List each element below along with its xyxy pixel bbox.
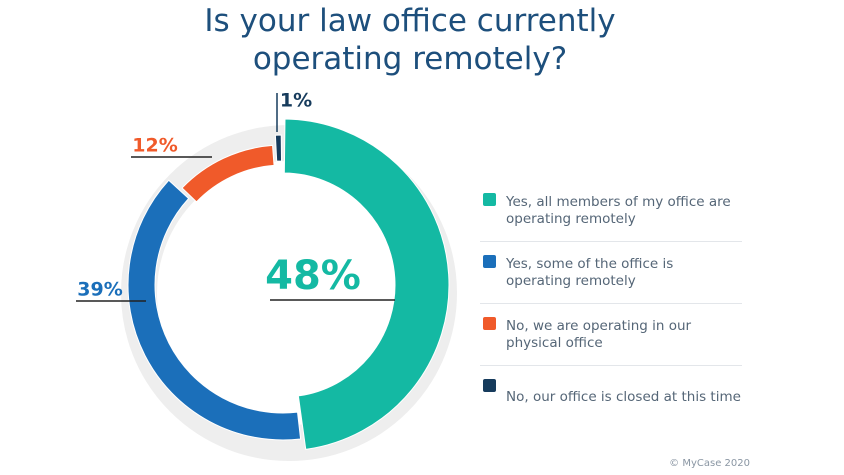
value-label: 1% — [280, 90, 312, 112]
value-label: 48% — [265, 253, 361, 299]
donut-segment — [274, 134, 283, 162]
donut-segment — [127, 179, 302, 441]
legend-label: Yes, all members of my office are operat… — [506, 193, 731, 227]
legend-item: Yes, all members of my office are operat… — [480, 180, 742, 242]
donut-segment — [181, 144, 275, 203]
donut-segment — [283, 118, 450, 450]
legend-swatch — [483, 317, 496, 330]
legend-item: No, we are operating in our physical off… — [480, 304, 742, 366]
legend-label: Yes, some of the office is operating rem… — [506, 255, 674, 289]
chart-title: Is your law office currently operating r… — [204, 3, 616, 77]
legend: Yes, all members of my office are operat… — [480, 180, 742, 428]
legend-label: No, our office is closed at this time — [506, 388, 741, 405]
legend-item: Yes, some of the office is operating rem… — [480, 242, 742, 304]
value-label: 39% — [77, 279, 122, 301]
value-label: 12% — [132, 135, 177, 157]
legend-swatch — [483, 255, 496, 268]
legend-item: No, our office is closed at this time — [480, 366, 742, 428]
source: © MyCase 2020 — [669, 458, 750, 469]
legend-swatch — [483, 379, 496, 392]
legend-swatch — [483, 193, 496, 206]
legend-label: No, we are operating in our physical off… — [506, 317, 692, 351]
